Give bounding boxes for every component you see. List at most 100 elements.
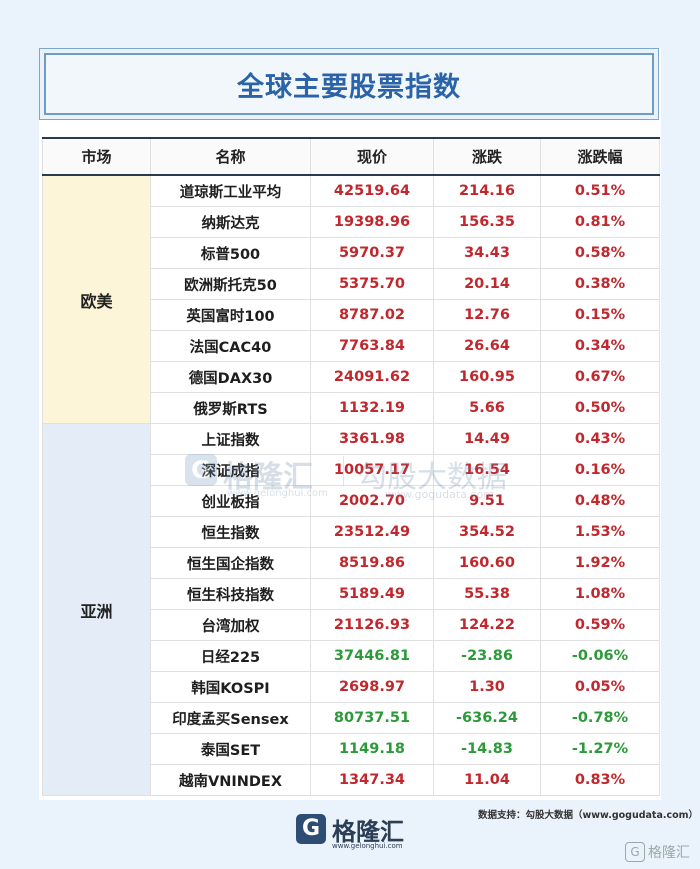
change-cell: 354.52	[433, 516, 541, 548]
change-cell: 5.66	[433, 392, 541, 424]
index-name-cell: 深证成指	[150, 454, 311, 486]
price-cell: 42519.64	[310, 174, 434, 207]
table-row: 标普500 5970.37 34.43 0.58%	[43, 237, 660, 269]
price-cell: 37446.81	[310, 640, 434, 672]
change-cell: 20.14	[433, 268, 541, 300]
change-cell: 124.22	[433, 609, 541, 641]
change-pct-cell: 0.16%	[540, 454, 660, 486]
index-name-cell: 纳斯达克	[150, 206, 311, 238]
change-pct-cell: 0.51%	[540, 174, 660, 207]
index-name-cell: 恒生科技指数	[150, 578, 311, 610]
change-pct-cell: 0.83%	[540, 764, 660, 796]
index-name-cell: 日经225	[150, 640, 311, 672]
index-name-cell: 台湾加权	[150, 609, 311, 641]
table-row: 欧洲斯托克50 5375.70 20.14 0.38%	[43, 268, 660, 300]
change-cell: -14.83	[433, 733, 541, 765]
corner-brand-name: 格隆汇	[648, 845, 690, 861]
price-cell: 23512.49	[310, 516, 434, 548]
price-cell: 1347.34	[310, 764, 434, 796]
index-name-cell: 欧洲斯托克50	[150, 268, 311, 300]
table-row: 泰国SET 1149.18 -14.83 -1.27%	[43, 733, 660, 765]
price-cell: 1132.19	[310, 392, 434, 424]
change-cell: 160.95	[433, 361, 541, 393]
table-row: 德国DAX30 24091.62 160.95 0.67%	[43, 361, 660, 393]
price-cell: 19398.96	[310, 206, 434, 238]
footer-url: www.gelonghui.com	[332, 842, 403, 850]
table-row: 欧美 道琼斯工业平均 42519.64 214.16 0.51%	[42, 174, 660, 424]
change-cell: 160.60	[433, 547, 541, 579]
price-cell: 8519.86	[310, 547, 434, 579]
region-cell: 欧美	[42, 174, 151, 424]
price-cell: 1149.18	[310, 733, 434, 765]
change-pct-cell: 0.38%	[540, 268, 660, 300]
change-pct-cell: -1.27%	[540, 733, 660, 765]
change-pct-cell: 0.15%	[540, 299, 660, 331]
change-pct-cell: 0.81%	[540, 206, 660, 238]
index-name-cell: 道琼斯工业平均	[150, 174, 311, 207]
footer-logo-icon: G	[296, 814, 326, 844]
price-cell: 24091.62	[310, 361, 434, 393]
index-name-cell: 韩国KOSPI	[150, 671, 311, 703]
data-source-note: 数据支持：勾股大数据（www.gogudata.com）	[478, 810, 699, 821]
price-cell: 80737.51	[310, 702, 434, 734]
change-cell: 34.43	[433, 237, 541, 269]
footer-logo: G 格隆汇 www.gelonghui.com	[296, 812, 416, 852]
table-row: 英国富时100 8787.02 12.76 0.15%	[43, 299, 660, 331]
change-pct-cell: 1.53%	[540, 516, 660, 548]
change-pct-cell: 0.59%	[540, 609, 660, 641]
index-name-cell: 恒生国企指数	[150, 547, 311, 579]
index-table: 市场 名称 现价 涨跌 涨跌幅 欧美 道琼斯工业平均 42519.64 214.16 0…	[42, 137, 660, 796]
change-cell: 11.04	[433, 764, 541, 796]
table-row: 恒生指数 23512.49 354.52 1.53%	[43, 516, 660, 548]
change-pct-cell: -0.78%	[540, 702, 660, 734]
price-cell: 21126.93	[310, 609, 434, 641]
price-cell: 5970.37	[310, 237, 434, 269]
footer-brand-name: 格隆汇	[332, 818, 404, 846]
table-row: 越南VNINDEX 1347.34 11.04 0.83%	[43, 764, 660, 796]
change-pct-cell: -0.06%	[540, 640, 660, 672]
index-name-cell: 创业板指	[150, 485, 311, 517]
change-cell: 156.35	[433, 206, 541, 238]
change-pct-cell: 1.92%	[540, 547, 660, 579]
change-pct-cell: 1.08%	[540, 578, 660, 610]
title-box: 全球主要股票指数	[39, 48, 659, 120]
table-row: 日经225 37446.81 -23.86 -0.06%	[43, 640, 660, 672]
header-market: 市场	[42, 137, 151, 176]
price-cell: 2698.97	[310, 671, 434, 703]
index-name-cell: 越南VNINDEX	[150, 764, 311, 796]
index-name-cell: 泰国SET	[150, 733, 311, 765]
table-header-row: 市场 名称 现价 涨跌 涨跌幅	[42, 137, 660, 176]
price-cell: 3361.98	[310, 423, 434, 455]
price-cell: 2002.70	[310, 485, 434, 517]
change-cell: 26.64	[433, 330, 541, 362]
change-cell: 16.54	[433, 454, 541, 486]
change-pct-cell: 0.34%	[540, 330, 660, 362]
index-name-cell: 标普500	[150, 237, 311, 269]
change-pct-cell: 0.58%	[540, 237, 660, 269]
price-cell: 8787.02	[310, 299, 434, 331]
header-price: 现价	[310, 137, 434, 176]
index-name-cell: 俄罗斯RTS	[150, 392, 311, 424]
change-cell: 12.76	[433, 299, 541, 331]
change-pct-cell: 0.48%	[540, 485, 660, 517]
region-cell: 亚洲	[42, 423, 151, 796]
header-change-pct: 涨跌幅	[540, 137, 660, 176]
change-cell: 214.16	[433, 174, 541, 207]
table-body: 欧美 道琼斯工业平均 42519.64 214.16 0.51% 纳斯达克 19398.96…	[42, 174, 660, 796]
change-cell: -23.86	[433, 640, 541, 672]
table-row: 创业板指 2002.70 9.51 0.48%	[43, 485, 660, 517]
table-row: 恒生国企指数 8519.86 160.60 1.92%	[43, 547, 660, 579]
table-row: 台湾加权 21126.93 124.22 0.59%	[43, 609, 660, 641]
table-row: 纳斯达克 19398.96 156.35 0.81%	[43, 206, 660, 238]
index-name-cell: 印度孟买Sensex	[150, 702, 311, 734]
change-cell: 55.38	[433, 578, 541, 610]
table-row: 亚洲 上证指数 3361.98 14.49 0.43%	[42, 423, 660, 796]
index-name-cell: 英国富时100	[150, 299, 311, 331]
corner-logo-icon: G	[625, 842, 645, 862]
change-pct-cell: 0.43%	[540, 423, 660, 455]
change-cell: 9.51	[433, 485, 541, 517]
index-name-cell: 法国CAC40	[150, 330, 311, 362]
price-cell: 7763.84	[310, 330, 434, 362]
change-cell: 14.49	[433, 423, 541, 455]
index-name-cell: 恒生指数	[150, 516, 311, 548]
